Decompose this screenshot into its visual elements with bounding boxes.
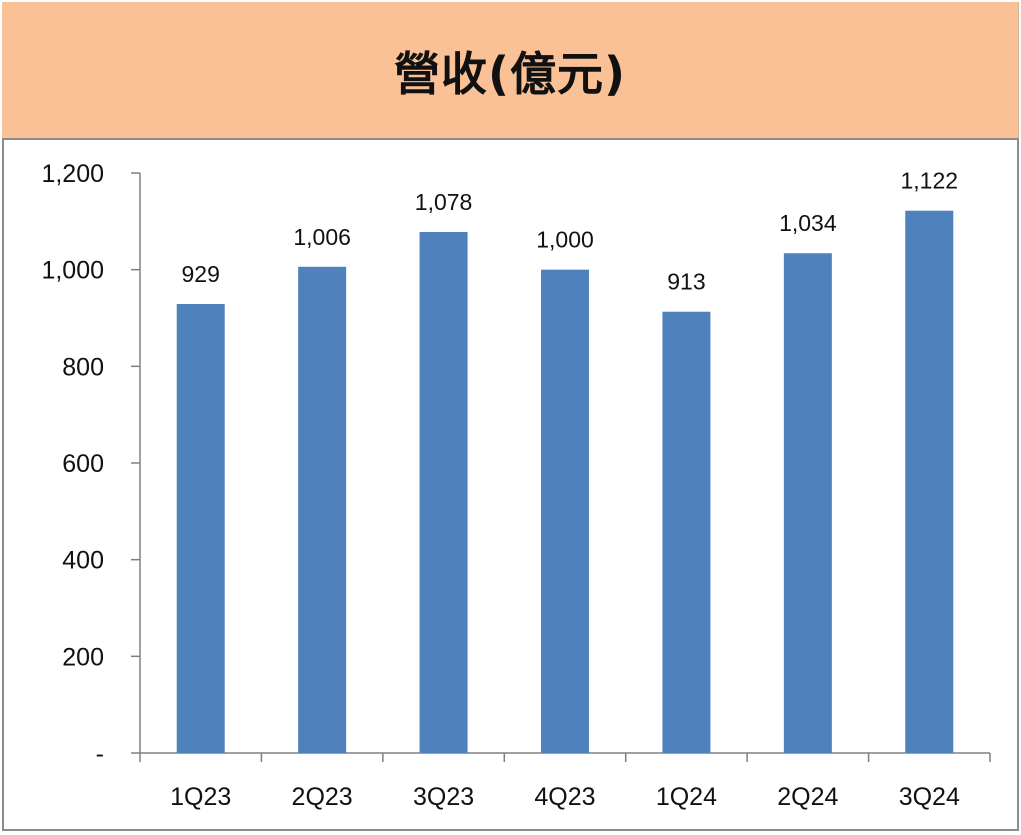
axes: - 200 400 600 800 1,000 1,200: [41, 160, 991, 768]
x-tick-label: 2Q23: [292, 783, 353, 811]
x-tick-label: 3Q24: [899, 783, 960, 811]
y-tick-label: 800: [62, 353, 104, 381]
plot-area: - 200 400 600 800 1,000 1,200 929 1Q23 1,006 2Q23…: [2, 138, 1019, 831]
title-banner: 營收(億元): [2, 2, 1019, 138]
bar-chart: - 200 400 600 800 1,000 1,200 929 1Q23 1,006 2Q23…: [41, 160, 991, 811]
data-label: 1,034: [779, 210, 837, 236]
bar-4q23: [541, 269, 589, 753]
bar-2q24: [783, 253, 832, 753]
y-tick-label: 1,000: [41, 257, 104, 285]
y-tick-label: -: [96, 740, 104, 768]
bar-3q23: [419, 231, 468, 753]
labels: 929 1Q23 1,006 2Q23 1,078 3Q23 1,000 4Q23 913 1Q2…: [170, 168, 960, 811]
x-tick-label: 1Q24: [656, 783, 717, 811]
bar-2q23: [298, 266, 347, 753]
data-label: 929: [182, 261, 220, 287]
bar-3q24: [905, 210, 954, 753]
data-label: 1,122: [901, 168, 959, 194]
chart-title: 營收(億元): [393, 47, 627, 101]
y-tick-label: 200: [62, 643, 104, 671]
data-label: 1,000: [536, 227, 594, 253]
y-tick-label: 400: [62, 547, 104, 575]
y-tick-label: 1,200: [41, 160, 104, 188]
bar-1q24: [662, 311, 711, 753]
x-tick-label: 3Q23: [413, 783, 474, 811]
data-label: 913: [667, 269, 705, 295]
x-tick-label: 4Q23: [534, 783, 595, 811]
data-label: 1,006: [293, 224, 351, 250]
data-label: 1,078: [415, 189, 473, 215]
bars: [176, 210, 954, 753]
bar-1q23: [176, 303, 225, 753]
y-tick-label: 600: [62, 450, 104, 478]
x-tick-label: 1Q23: [170, 783, 231, 811]
x-tick-label: 2Q24: [777, 783, 838, 811]
